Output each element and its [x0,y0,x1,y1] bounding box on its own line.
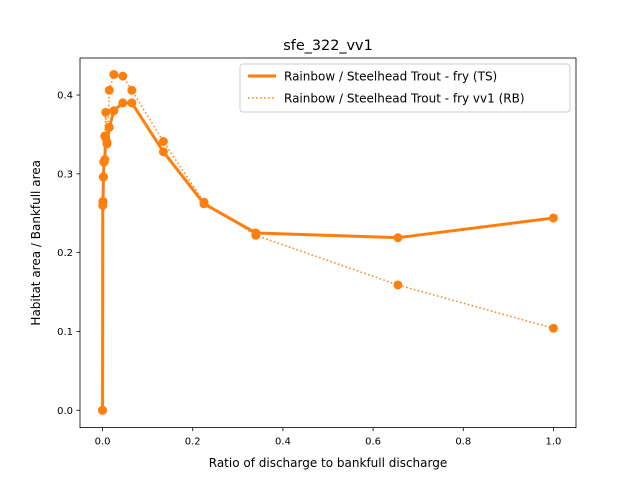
y-tick-label: 0.2 [57,248,73,259]
legend-label-solid: Rainbow / Steelhead Trout - fry (TS) [284,70,497,84]
y-tick-label: 0.4 [57,91,73,102]
series-line-1 [101,73,554,411]
data-point [98,172,108,182]
data-point [158,147,168,157]
y-tick-label: 0.3 [57,169,73,180]
legend: Rainbow / Steelhead Trout - fry (TS) Rai… [239,63,571,113]
data-point [102,137,112,147]
y-axis-ticks: 0.0 0.1 0.2 0.3 0.4 [57,91,80,417]
x-tick-label: 0.6 [365,437,381,448]
data-point [101,107,111,117]
x-tick-label: 1.0 [546,437,562,448]
x-tick-label: 0.2 [185,437,201,448]
series-1 [98,70,558,415]
data-point [251,230,261,240]
data-point [548,323,558,333]
chart-title: sfe_322_vv1 [283,38,372,54]
data-point [99,157,109,167]
data-point [548,213,558,223]
y-tick-label: 0.1 [57,327,73,338]
x-axis-ticks: 0.0 0.2 0.4 0.6 0.8 1.0 [95,427,562,448]
data-point [98,196,108,206]
data-point [104,85,114,95]
legend-box [239,63,571,113]
data-point [127,85,137,95]
legend-label-dotted: Rainbow / Steelhead Trout - fry vv1 (RB) [284,92,525,106]
data-point [199,197,209,207]
data-point [393,233,403,243]
data-point [158,137,168,147]
x-axis-label: Ratio of discharge to bankfull discharge [209,456,447,470]
data-point [118,71,128,81]
x-tick-label: 0.8 [455,437,471,448]
y-tick-label: 0.0 [57,406,73,417]
data-point [109,70,119,80]
data-point [118,98,128,108]
data-point [98,405,108,415]
x-tick-label: 0.0 [95,437,111,448]
x-tick-label: 0.4 [275,437,291,448]
plot-area-frame [79,57,577,429]
data-point [393,280,403,290]
plot-data-layer [98,70,558,415]
y-axis-label: Habitat area / Bankfull area [29,160,43,326]
data-point [109,106,119,116]
data-point [127,98,137,108]
